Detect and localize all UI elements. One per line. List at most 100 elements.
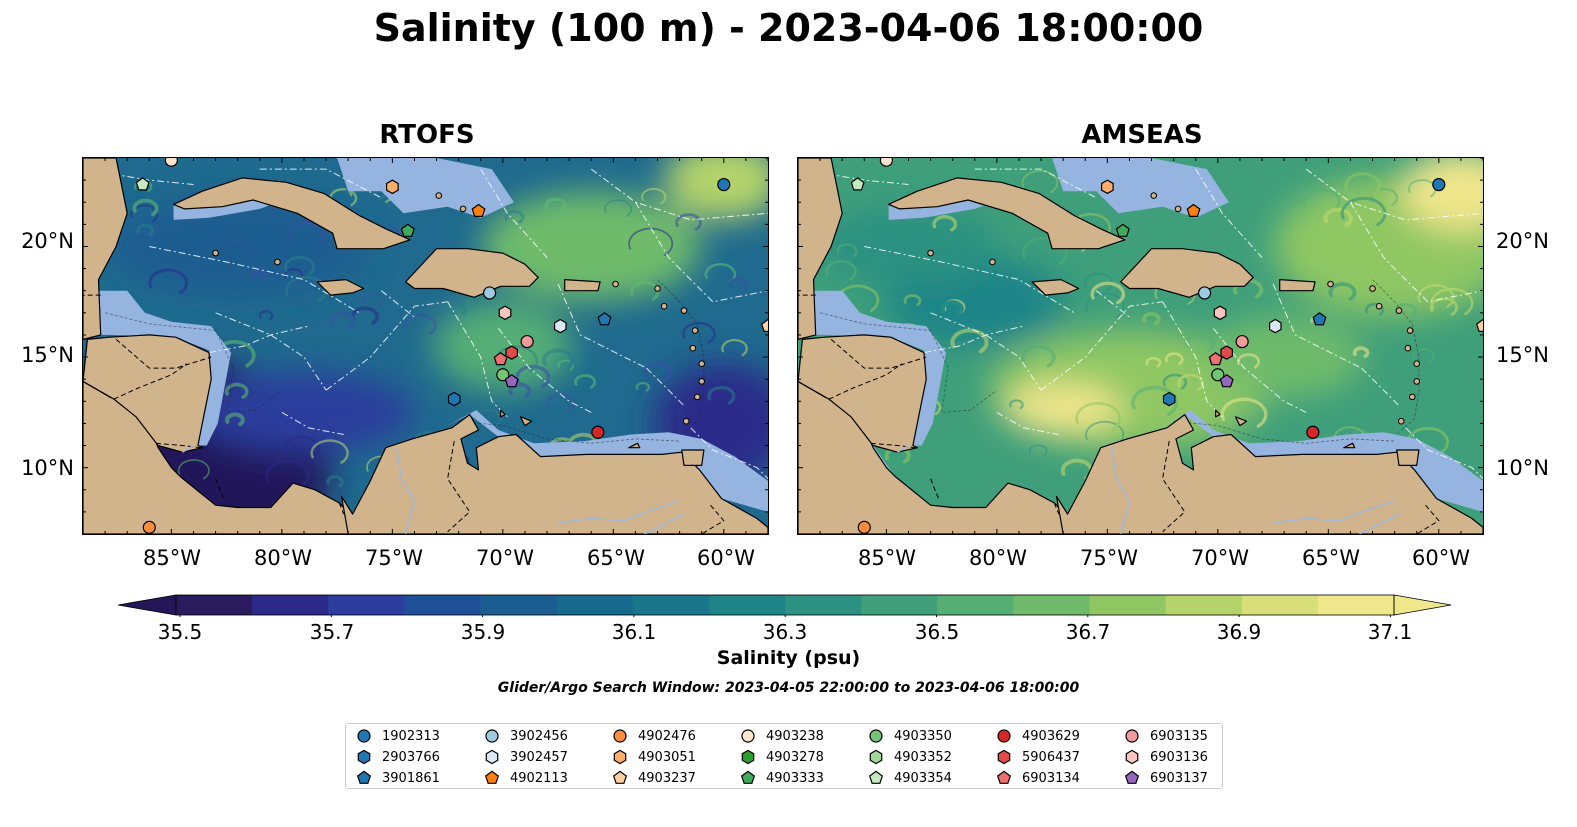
colorbar-tick: 36.7	[1065, 620, 1111, 644]
legend-item: 4903350	[868, 726, 952, 746]
float-marker-6903137	[504, 374, 519, 388]
colorbar-tick: 36.5	[914, 620, 960, 644]
legend-label: 4903352	[894, 749, 952, 765]
y-tick-label: 10°N	[21, 456, 74, 480]
hexagon-marker-icon	[613, 749, 627, 765]
legend-item: 4903333	[740, 768, 824, 788]
map-rtofs	[82, 157, 769, 535]
legend-item: 4903238	[740, 726, 824, 746]
hexagon-marker-icon	[997, 749, 1011, 765]
legend-item: 4903352	[868, 747, 952, 767]
legend: 1902313 2903766 3901861 3902456 3902457 49021…	[345, 723, 1223, 789]
x-tick-label: 80°W	[254, 546, 312, 570]
colorbar-tick: 36.9	[1216, 620, 1262, 644]
map-amseas	[797, 157, 1484, 535]
legend-label: 4903629	[1022, 728, 1080, 744]
float-marker-4903333	[400, 223, 415, 237]
float-marker-4903237	[1475, 318, 1483, 332]
float-markers	[850, 158, 1483, 534]
float-marker-4903629	[1306, 425, 1320, 439]
hexagon-marker-icon	[1125, 749, 1139, 765]
float-marker-1902313	[717, 177, 731, 192]
x-tick-label: 65°W	[1302, 546, 1360, 570]
panel-title-rtofs: RTOFS	[379, 120, 475, 150]
float-marker-4902476	[857, 520, 871, 534]
float-marker-4902476	[142, 520, 156, 534]
float-marker-4903051	[1101, 179, 1114, 195]
colorbar-tick: 35.9	[460, 620, 506, 644]
legend-label: 4902113	[510, 770, 568, 786]
colorbar	[118, 594, 1452, 617]
legend-label: 6903134	[1022, 770, 1080, 786]
float-marker-6903135	[1235, 334, 1249, 349]
float-marker-4903333	[1115, 223, 1130, 237]
landmass	[83, 158, 768, 534]
float-marker-4903354	[135, 177, 150, 191]
float-marker-3901861	[597, 312, 612, 326]
float-marker-4903237	[760, 318, 768, 332]
x-tick-label: 75°W	[365, 546, 423, 570]
pentagon-marker-icon	[356, 770, 372, 784]
legend-label: 4903238	[766, 728, 824, 744]
float-marker-4903238	[879, 158, 893, 167]
legend-label: 4903237	[638, 770, 696, 786]
float-marker-5906437	[505, 345, 518, 360]
float-marker-4903350	[1211, 368, 1225, 382]
x-tick-label: 65°W	[587, 546, 645, 570]
pentagon-marker-icon	[612, 770, 628, 784]
legend-label: 6903137	[1150, 770, 1208, 786]
x-tick-label: 60°W	[1412, 546, 1470, 570]
circle-marker-icon	[869, 729, 883, 743]
circle-marker-icon	[485, 729, 499, 743]
colorbar-tick: 36.1	[611, 620, 657, 644]
pentagon-marker-icon	[484, 770, 500, 784]
pentagon-marker-icon	[1124, 770, 1140, 784]
float-marker-4902113	[471, 203, 486, 218]
legend-label: 3902456	[510, 728, 568, 744]
float-marker-6903134	[1208, 351, 1223, 366]
x-tick-label: 80°W	[969, 546, 1027, 570]
float-marker-4903354	[850, 177, 865, 191]
legend-item: 4903354	[868, 768, 952, 788]
legend-label: 6903135	[1150, 728, 1208, 744]
float-marker-6903134	[493, 351, 508, 366]
legend-item: 6903137	[1124, 768, 1208, 788]
x-tick-label: 60°W	[697, 546, 755, 570]
x-tick-label: 70°W	[1191, 546, 1249, 570]
legend-label: 5906437	[1022, 749, 1080, 765]
legend-item: 3902456	[484, 726, 568, 746]
float-marker-2903766	[1162, 391, 1176, 407]
legend-item: 3901861	[356, 768, 440, 788]
circle-marker-icon	[1125, 729, 1139, 743]
float-marker-6903135	[520, 334, 534, 349]
legend-label: 4902476	[638, 728, 696, 744]
float-markers	[135, 158, 768, 534]
hexagon-marker-icon	[357, 749, 371, 765]
legend-label: 4903051	[638, 749, 696, 765]
hexagon-marker-icon	[485, 749, 499, 765]
legend-label: 1902313	[382, 728, 440, 744]
legend-item: 6903136	[1124, 747, 1208, 767]
float-marker-5906437	[1220, 345, 1233, 360]
legend-label: 4903278	[766, 749, 824, 765]
legend-item: 4903629	[996, 726, 1080, 746]
x-tick-label: 85°W	[143, 546, 201, 570]
legend-item: 5906437	[996, 747, 1080, 767]
legend-label: 4903350	[894, 728, 952, 744]
legend-item: 6903134	[996, 768, 1080, 788]
landmass	[798, 158, 1483, 534]
colorbar-tick: 35.5	[157, 620, 203, 644]
float-marker-6903136	[498, 305, 512, 321]
circle-marker-icon	[997, 729, 1011, 743]
float-marker-3901861	[1312, 312, 1327, 326]
colorbar-tick: 37.1	[1367, 620, 1413, 644]
x-tick-label: 75°W	[1080, 546, 1138, 570]
hexagon-marker-icon	[869, 749, 883, 765]
circle-marker-icon	[741, 729, 755, 743]
float-marker-2903766	[447, 391, 461, 407]
panel-title-amseas: AMSEAS	[1081, 120, 1203, 150]
float-marker-4903350	[496, 368, 510, 382]
legend-label: 3902457	[510, 749, 568, 765]
hexagon-marker-icon	[741, 749, 755, 765]
legend-item: 4903051	[612, 747, 696, 767]
